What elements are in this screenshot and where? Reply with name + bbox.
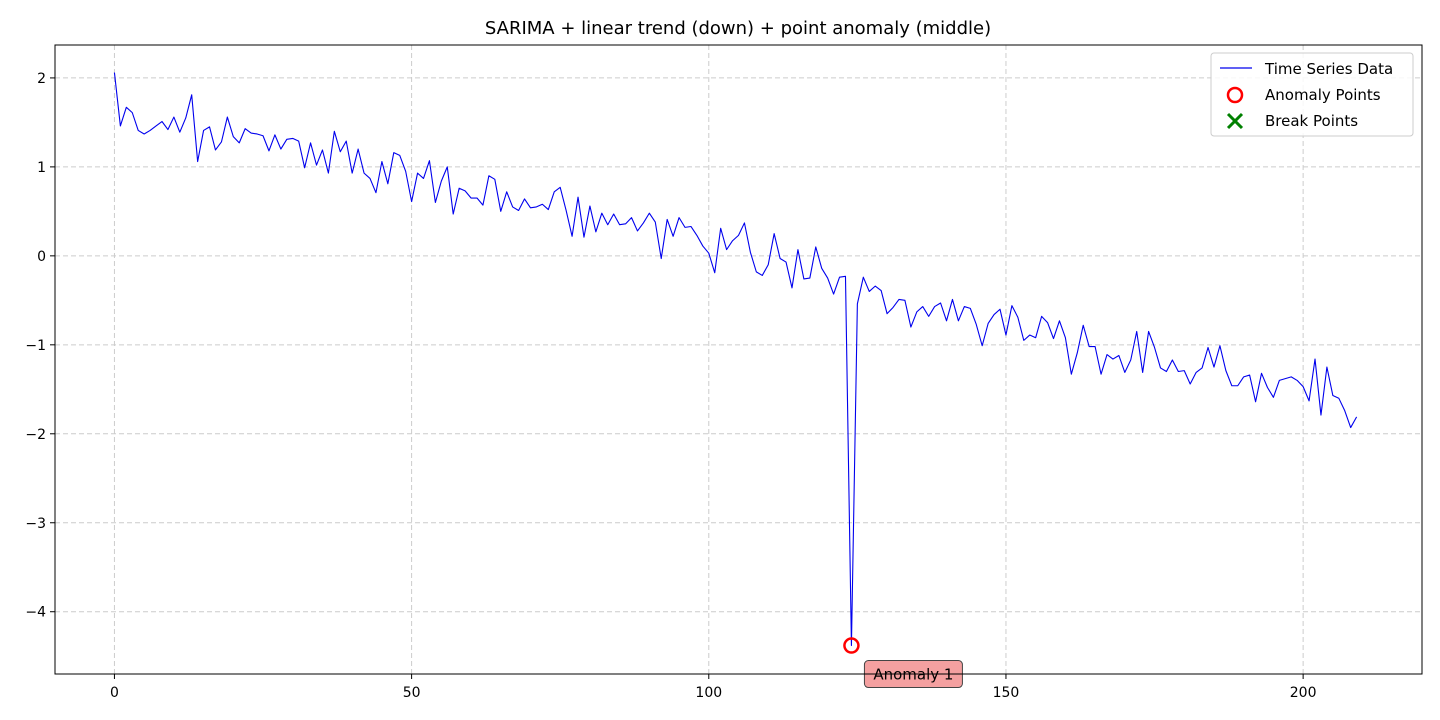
chart-title: SARIMA + linear trend (down) + point ano… (485, 18, 991, 39)
series-layer (113, 72, 1358, 647)
annotation-label: Anomaly 1 (873, 666, 953, 684)
legend-anomaly-marker (1226, 86, 1244, 104)
legend-break-marker (1226, 112, 1244, 130)
y-tick-label: −2 (25, 427, 46, 443)
legend-label-series: Time Series Data (1264, 60, 1393, 78)
y-tick-label: −3 (25, 516, 46, 532)
legend-label-break: Break Points (1265, 112, 1358, 130)
plot-frame (54, 44, 1423, 675)
series-line (113, 72, 1358, 647)
grid (55, 45, 1422, 674)
x-tick-label: 100 (695, 685, 722, 701)
y-tick-label: −4 (25, 605, 46, 621)
anomaly-point-marker (843, 637, 860, 654)
legend-label-anomaly: Anomaly Points (1265, 86, 1381, 104)
x-axis-ticks: 0 50 100 150 200 (110, 674, 1317, 701)
y-tick-label: 1 (37, 160, 46, 176)
x-tick-label: 150 (993, 685, 1020, 701)
legend: Time Series Data Anomaly Points Break Po… (1210, 52, 1414, 137)
y-tick-label: 2 (37, 71, 46, 87)
legend-box (1210, 52, 1414, 137)
annotations: Anomaly 1 (863, 660, 963, 689)
anomaly-markers (843, 637, 860, 654)
x-tick-label: 50 (403, 685, 421, 701)
y-axis-ticks: 2 1 0 −1 −2 −3 −4 (25, 71, 55, 621)
x-tick-label: 0 (110, 685, 119, 701)
y-tick-label: −1 (25, 338, 46, 354)
x-tick-label: 200 (1290, 685, 1317, 701)
y-tick-label: 0 (37, 249, 46, 265)
